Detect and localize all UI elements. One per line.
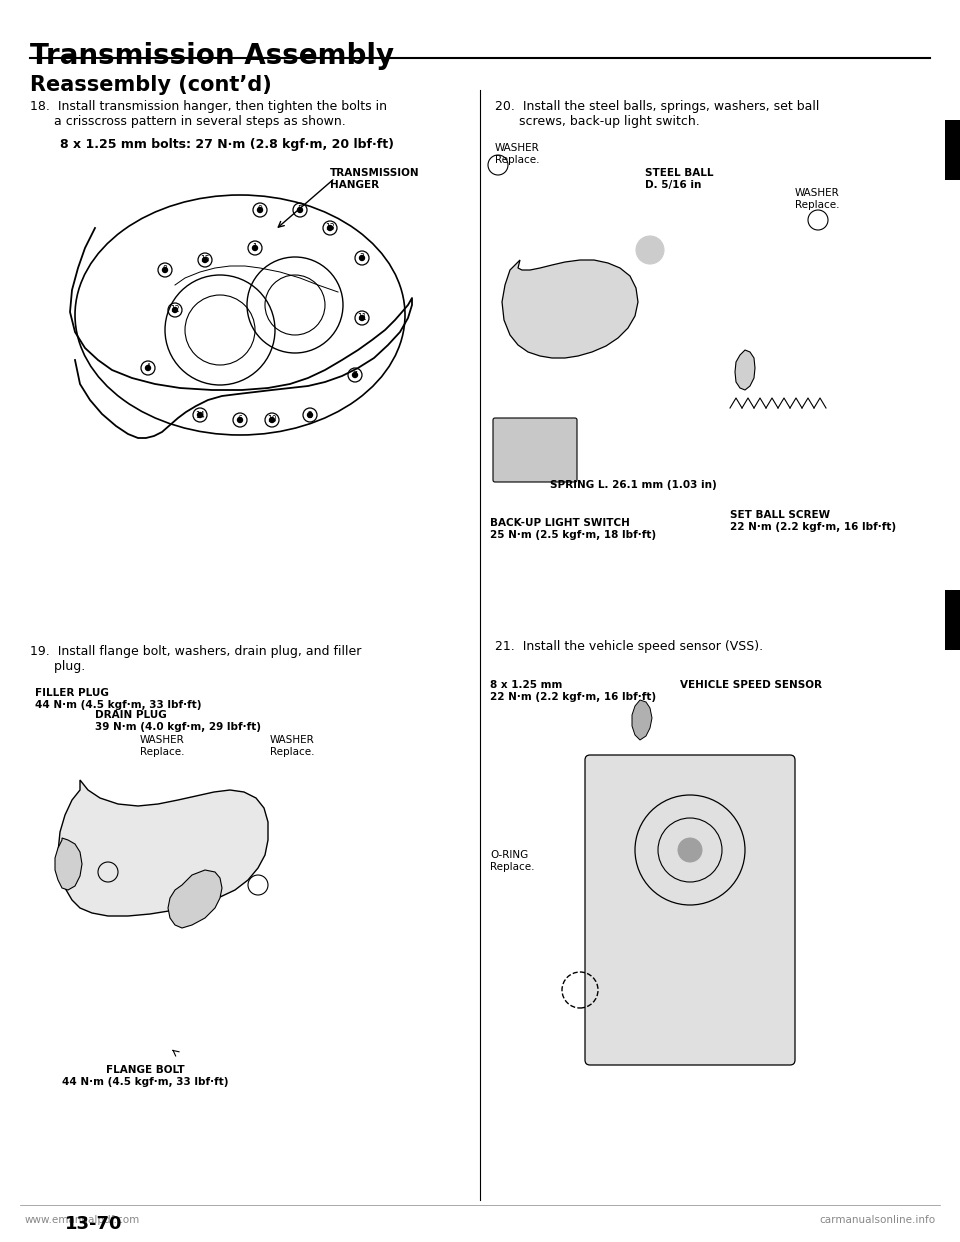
Text: 13: 13 [325,224,335,232]
Text: TRANSMISSION
HANGER: TRANSMISSION HANGER [330,168,420,190]
FancyBboxPatch shape [945,120,960,180]
Text: 1: 1 [252,243,257,252]
Text: BACK-UP LIGHT SWITCH
25 N·m (2.5 kgf·m, 18 lbf·ft): BACK-UP LIGHT SWITCH 25 N·m (2.5 kgf·m, … [490,518,656,539]
Circle shape [678,838,702,862]
Text: Transmission Assembly: Transmission Assembly [30,42,395,70]
Text: 13-70: 13-70 [65,1215,123,1233]
Text: 4: 4 [146,364,151,373]
Text: STEEL BALL
D. 5/16 in: STEEL BALL D. 5/16 in [645,168,713,190]
Text: FLANGE BOLT
44 N·m (4.5 kgf·m, 33 lbf·ft): FLANGE BOLT 44 N·m (4.5 kgf·m, 33 lbf·ft… [61,1064,228,1087]
Text: 20.  Install the steel balls, springs, washers, set ball
      screws, back-up l: 20. Install the steel balls, springs, wa… [495,101,820,128]
Text: 11: 11 [357,313,367,323]
Circle shape [162,267,167,272]
Text: 6: 6 [237,416,243,425]
Text: 7: 7 [352,370,357,380]
FancyBboxPatch shape [945,590,960,650]
Text: WASHER
Replace.: WASHER Replace. [270,735,315,756]
Text: WASHER
Replace.: WASHER Replace. [795,188,840,210]
Text: O-RING
Replace.: O-RING Replace. [490,850,535,872]
Circle shape [352,373,357,378]
Text: WASHER
Replace.: WASHER Replace. [140,735,184,756]
Text: 18.  Install transmission hanger, then tighten the bolts in
      a crisscross p: 18. Install transmission hanger, then ti… [30,101,387,128]
Circle shape [146,365,151,370]
Text: 8: 8 [162,266,167,274]
Text: 8 x 1.25 mm bolts: 27 N·m (2.8 kgf·m, 20 lbf·ft): 8 x 1.25 mm bolts: 27 N·m (2.8 kgf·m, 20… [60,138,394,152]
Text: Reassembly (cont’d): Reassembly (cont’d) [30,75,272,94]
Circle shape [203,257,207,262]
Circle shape [237,417,243,422]
Text: DRAIN PLUG
39 N·m (4.0 kgf·m, 29 lbf·ft): DRAIN PLUG 39 N·m (4.0 kgf·m, 29 lbf·ft) [95,710,261,732]
Polygon shape [632,700,652,740]
Polygon shape [168,869,222,928]
Text: 3: 3 [360,253,365,262]
Text: 12: 12 [170,306,180,314]
Circle shape [257,207,262,212]
Polygon shape [58,780,268,917]
Text: FILLER PLUG
44 N·m (4.5 kgf·m, 33 lbf·ft): FILLER PLUG 44 N·m (4.5 kgf·m, 33 lbf·ft… [35,688,202,709]
FancyBboxPatch shape [493,419,577,482]
Text: 15: 15 [201,256,210,265]
Text: WASHER
Replace.: WASHER Replace. [495,143,540,165]
Text: VEHICLE SPEED SENSOR: VEHICLE SPEED SENSOR [680,681,822,691]
Circle shape [173,308,178,313]
Circle shape [307,412,313,417]
Polygon shape [55,838,82,891]
Circle shape [636,236,664,265]
Text: SPRING L. 26.1 mm (1.03 in): SPRING L. 26.1 mm (1.03 in) [550,479,717,491]
Circle shape [359,315,365,320]
Text: SET BALL SCREW
22 N·m (2.2 kgf·m, 16 lbf·ft): SET BALL SCREW 22 N·m (2.2 kgf·m, 16 lbf… [730,510,896,532]
Circle shape [270,417,275,422]
Text: 21.  Install the vehicle speed sensor (VSS).: 21. Install the vehicle speed sensor (VS… [495,640,763,653]
Circle shape [298,207,302,212]
Polygon shape [502,260,638,358]
Text: 10: 10 [267,416,276,425]
Text: 9: 9 [257,205,262,215]
Text: 14: 14 [195,411,204,420]
Circle shape [359,256,365,261]
Circle shape [198,412,203,417]
Text: 8 x 1.25 mm
22 N·m (2.2 kgf·m, 16 lbf·ft): 8 x 1.25 mm 22 N·m (2.2 kgf·m, 16 lbf·ft… [490,681,656,702]
Circle shape [252,246,257,251]
Polygon shape [735,350,755,390]
Text: carmanualsonline.info: carmanualsonline.info [819,1215,935,1225]
FancyBboxPatch shape [585,755,795,1064]
Circle shape [327,226,332,231]
Text: 19.  Install flange bolt, washers, drain plug, and filler
      plug.: 19. Install flange bolt, washers, drain … [30,645,361,673]
Text: www.emanualpdf.com: www.emanualpdf.com [25,1215,140,1225]
Text: 2: 2 [307,411,312,420]
Text: 5: 5 [298,205,302,215]
